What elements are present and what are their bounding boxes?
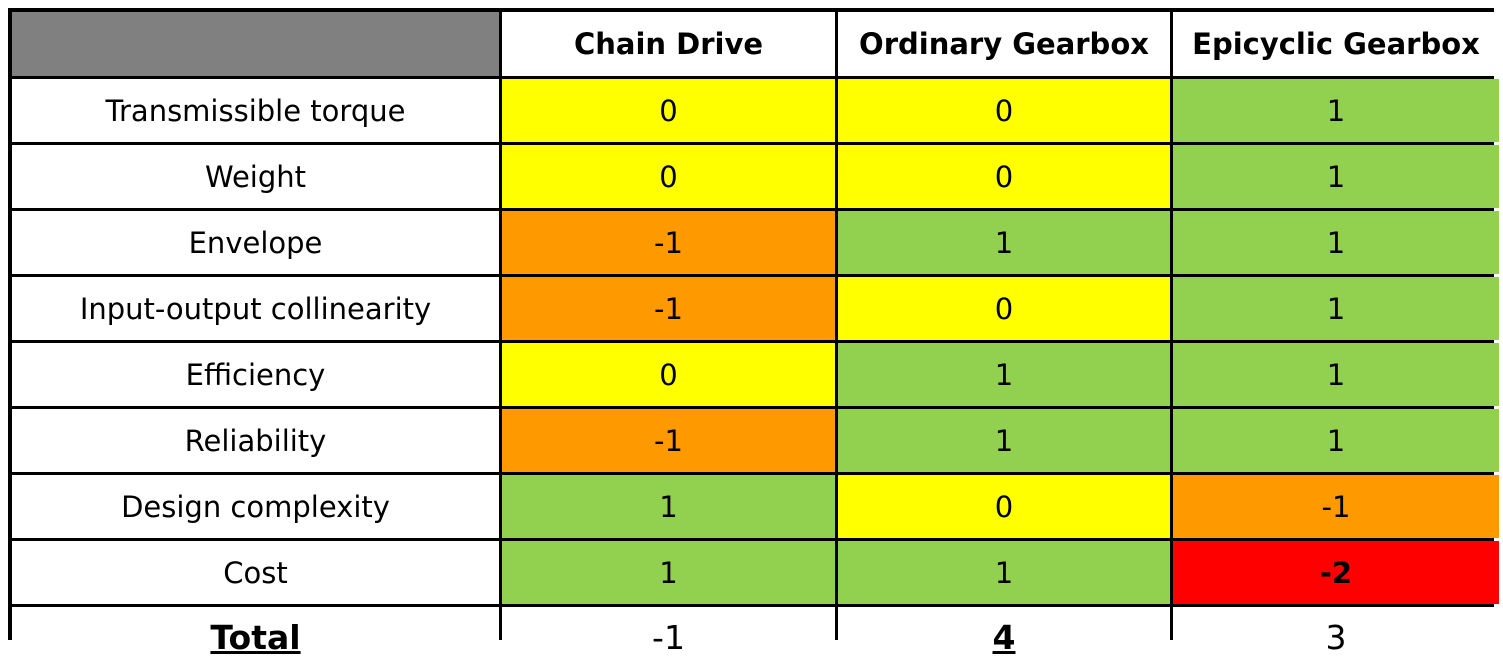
- total-row-label: Total: [12, 607, 499, 667]
- column-header-chain-drive: Chain Drive: [502, 12, 835, 76]
- score-cell: -1: [502, 409, 835, 472]
- decision-matrix-table: Chain Drive Ordinary Gearbox Epicyclic G…: [8, 8, 1499, 667]
- score-cell: 0: [502, 145, 835, 208]
- score-cell: 1: [838, 343, 1170, 406]
- score-cell: 0: [838, 475, 1170, 538]
- total-chain-drive: -1: [502, 607, 835, 667]
- row-label-input-output-collinearity: Input-output collinearity: [12, 277, 499, 340]
- score-cell: 1: [1173, 145, 1499, 208]
- total-ordinary-gearbox: 4: [838, 607, 1170, 667]
- score-cell: 1: [502, 475, 835, 538]
- score-cell: 1: [838, 541, 1170, 604]
- score-cell: 0: [838, 145, 1170, 208]
- score-cell: 1: [1173, 343, 1499, 406]
- column-header-epicyclic-gearbox: Epicyclic Gearbox: [1173, 12, 1499, 76]
- total-epicyclic-gearbox: 3: [1173, 607, 1499, 667]
- score-cell: 1: [1173, 277, 1499, 340]
- score-cell: 1: [1173, 211, 1499, 274]
- score-cell: 0: [838, 277, 1170, 340]
- score-cell: -1: [1173, 475, 1499, 538]
- score-cell: 1: [502, 541, 835, 604]
- row-label-design-complexity: Design complexity: [12, 475, 499, 538]
- row-label-cost: Cost: [12, 541, 499, 604]
- score-cell: 0: [502, 79, 835, 142]
- score-cell: -1: [502, 277, 835, 340]
- column-header-ordinary-gearbox: Ordinary Gearbox: [838, 12, 1170, 76]
- row-label-envelope: Envelope: [12, 211, 499, 274]
- score-cell: 1: [1173, 409, 1499, 472]
- score-cell: -2: [1173, 541, 1499, 604]
- score-cell: 1: [1173, 79, 1499, 142]
- score-cell: 0: [838, 79, 1170, 142]
- row-label-efficiency: Efficiency: [12, 343, 499, 406]
- row-label-reliability: Reliability: [12, 409, 499, 472]
- header-corner-cell: [12, 12, 499, 76]
- score-cell: 1: [838, 211, 1170, 274]
- row-label-transmissible-torque: Transmissible torque: [12, 79, 499, 142]
- score-cell: 0: [502, 343, 835, 406]
- score-cell: 1: [838, 409, 1170, 472]
- row-label-weight: Weight: [12, 145, 499, 208]
- score-cell: -1: [502, 211, 835, 274]
